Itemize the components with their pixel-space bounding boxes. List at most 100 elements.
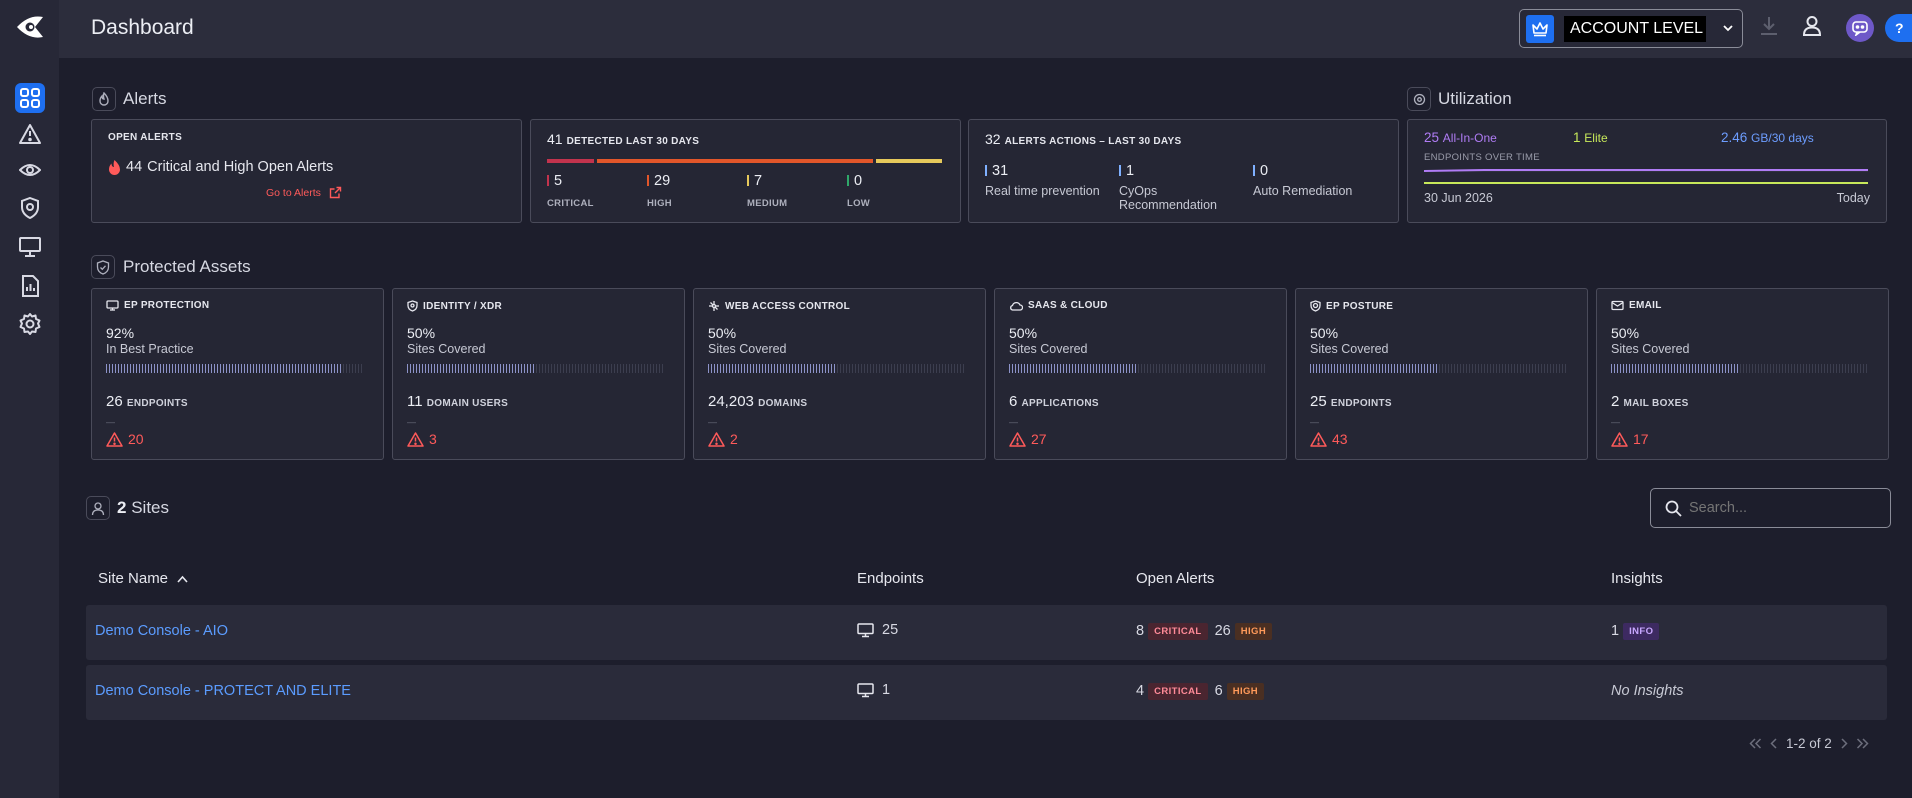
coverage-subtitle: Sites Covered bbox=[708, 342, 787, 356]
go-to-alerts-link[interactable]: Go to Alerts bbox=[266, 186, 342, 199]
insight-count: 1 bbox=[1611, 623, 1620, 639]
gauge-icon bbox=[1407, 87, 1431, 111]
coverage-bar-fill bbox=[1310, 364, 1439, 373]
warning-icon bbox=[1310, 431, 1327, 447]
open-alerts-count: 44 bbox=[126, 159, 143, 175]
shield-search-icon[interactable] bbox=[15, 193, 45, 223]
column-insights[interactable]: Insights bbox=[1611, 570, 1663, 587]
asset-alerts[interactable]: 17 bbox=[1611, 431, 1649, 447]
asset-alerts[interactable]: 2 bbox=[708, 431, 738, 447]
eye-icon[interactable] bbox=[15, 155, 45, 185]
asset-dash: — bbox=[106, 417, 115, 427]
last-page-icon[interactable] bbox=[1856, 738, 1869, 749]
asset-alerts[interactable]: 20 bbox=[106, 431, 144, 447]
asset-alerts[interactable]: 27 bbox=[1009, 431, 1047, 447]
sites-count: 2 bbox=[117, 498, 127, 517]
alerts-icon[interactable] bbox=[15, 119, 45, 149]
coverage-subtitle: Sites Covered bbox=[1611, 342, 1690, 356]
asset-card-saas-cloud[interactable]: SAAS & CLOUD 50% Sites Covered 6 APPLICATIO… bbox=[994, 288, 1287, 460]
storage-usage: 2.46 GB/30 days bbox=[1721, 130, 1814, 145]
asset-count: 25 ENDPOINTS bbox=[1310, 393, 1392, 410]
search-input[interactable] bbox=[1689, 497, 1879, 519]
asset-alerts-count: 2 bbox=[730, 431, 738, 447]
settings-icon[interactable] bbox=[15, 309, 45, 339]
critical-count: 8 bbox=[1136, 623, 1145, 639]
asset-card-identity-xdr[interactable]: IDENTITY / XDR 50% Sites Covered 11 DOMAIN … bbox=[392, 288, 685, 460]
external-link-icon bbox=[329, 186, 342, 199]
endpoints-cell: 25 bbox=[857, 622, 898, 638]
asset-card-ep-posture[interactable]: EP POSTURE 50% Sites Covered 25 ENDPOINTS — 4… bbox=[1295, 288, 1588, 460]
asset-dash: — bbox=[708, 417, 717, 427]
critical-label: CRITICAL bbox=[547, 198, 594, 209]
asset-count-unit: ENDPOINTS bbox=[126, 398, 188, 409]
detected-low: 0 LOW bbox=[847, 172, 870, 209]
column-site-name[interactable]: Site Name bbox=[98, 570, 188, 587]
coverage-bar-fill bbox=[1611, 364, 1740, 373]
asset-count-value: 2 bbox=[1611, 393, 1620, 410]
monitor-icon bbox=[857, 622, 874, 638]
prev-page-icon[interactable] bbox=[1770, 738, 1778, 749]
gb-label: GB/30 days bbox=[1751, 131, 1814, 145]
medium-label: MEDIUM bbox=[747, 198, 788, 209]
action-realtime: 31 Real time prevention bbox=[985, 162, 1100, 198]
account-selector[interactable]: ACCOUNT LEVEL bbox=[1519, 9, 1743, 48]
elite-label: Elite bbox=[1584, 131, 1608, 145]
asset-dash: — bbox=[1611, 417, 1620, 427]
crown-icon bbox=[1526, 15, 1554, 43]
realtime-label: Real time prevention bbox=[985, 184, 1100, 198]
asset-count-value: 25 bbox=[1310, 393, 1327, 410]
first-page-icon[interactable] bbox=[1749, 738, 1762, 749]
asset-count-unit: MAIL BOXES bbox=[1623, 398, 1689, 409]
table-row[interactable]: Demo Console - PROTECT AND ELITE 1 4 CRIT… bbox=[86, 665, 1887, 720]
low-marker bbox=[847, 175, 849, 186]
detected-critical: 5 CRITICAL bbox=[547, 172, 594, 209]
actions-count: 32 bbox=[985, 131, 1001, 147]
aio-count: 25 bbox=[1424, 130, 1440, 145]
auto-remediation-label: Auto Remediation bbox=[1253, 184, 1353, 198]
help-icon[interactable]: ? bbox=[1885, 14, 1912, 42]
next-page-icon[interactable] bbox=[1840, 738, 1848, 749]
high-badge: HIGH bbox=[1226, 683, 1265, 700]
auto-remediation-value: 0 bbox=[1260, 163, 1269, 179]
site-name-link[interactable]: Demo Console - PROTECT AND ELITE bbox=[95, 683, 351, 699]
open-alerts-card: OPEN ALERTS 44 Critical and High Open Al… bbox=[91, 119, 522, 223]
open-alerts-cell: 8 CRITICAL 26 HIGH bbox=[1136, 623, 1279, 640]
logo-icon[interactable] bbox=[15, 13, 45, 41]
asset-card-web-access-control[interactable]: WEB ACCESS CONTROL 50% Sites Covered 24,203… bbox=[693, 288, 986, 460]
asset-alerts[interactable]: 3 bbox=[407, 431, 437, 447]
low-value: 0 bbox=[854, 173, 863, 189]
download-icon[interactable] bbox=[1759, 15, 1779, 37]
cyops-value: 1 bbox=[1126, 163, 1135, 179]
insights-cell: No Insights bbox=[1611, 683, 1684, 699]
search-icon bbox=[1665, 500, 1682, 517]
asset-dash: — bbox=[1310, 417, 1319, 427]
asset-alerts[interactable]: 43 bbox=[1310, 431, 1348, 447]
severity-bar bbox=[547, 159, 942, 163]
user-icon[interactable] bbox=[1802, 15, 1822, 37]
sites-label: Sites bbox=[131, 498, 169, 517]
coverage-percent: 50% bbox=[1611, 325, 1640, 341]
chatbot-icon[interactable] bbox=[1846, 14, 1874, 42]
column-endpoints[interactable]: Endpoints bbox=[857, 570, 924, 587]
asset-card-ep-protection[interactable]: EP PROTECTION 92% In Best Practice 26 ENDPO… bbox=[91, 288, 384, 460]
site-name-link[interactable]: Demo Console - AIO bbox=[95, 623, 228, 639]
cyops-marker bbox=[1119, 165, 1121, 176]
monitor-icon[interactable] bbox=[15, 232, 45, 262]
coverage-subtitle: Sites Covered bbox=[1310, 342, 1389, 356]
realtime-marker bbox=[985, 165, 987, 176]
report-icon[interactable] bbox=[15, 271, 45, 301]
gb-value: 2.46 bbox=[1721, 130, 1748, 145]
sidebar bbox=[0, 0, 59, 798]
dashboard-icon[interactable] bbox=[15, 83, 45, 113]
asset-count-value: 11 bbox=[407, 393, 423, 410]
coverage-bar-fill bbox=[708, 364, 837, 373]
column-open-alerts[interactable]: Open Alerts bbox=[1136, 570, 1215, 587]
asset-card-email[interactable]: EMAIL 50% Sites Covered 2 MAIL BOXES —17 bbox=[1596, 288, 1889, 460]
warning-icon bbox=[407, 431, 424, 447]
search-box[interactable] bbox=[1650, 488, 1891, 528]
aio-usage: 25 All-In-One bbox=[1424, 130, 1497, 145]
medium-marker bbox=[747, 175, 749, 186]
asset-card-title: SAAS & CLOUD bbox=[1028, 300, 1108, 311]
elite-usage: 1 Elite bbox=[1573, 130, 1608, 145]
